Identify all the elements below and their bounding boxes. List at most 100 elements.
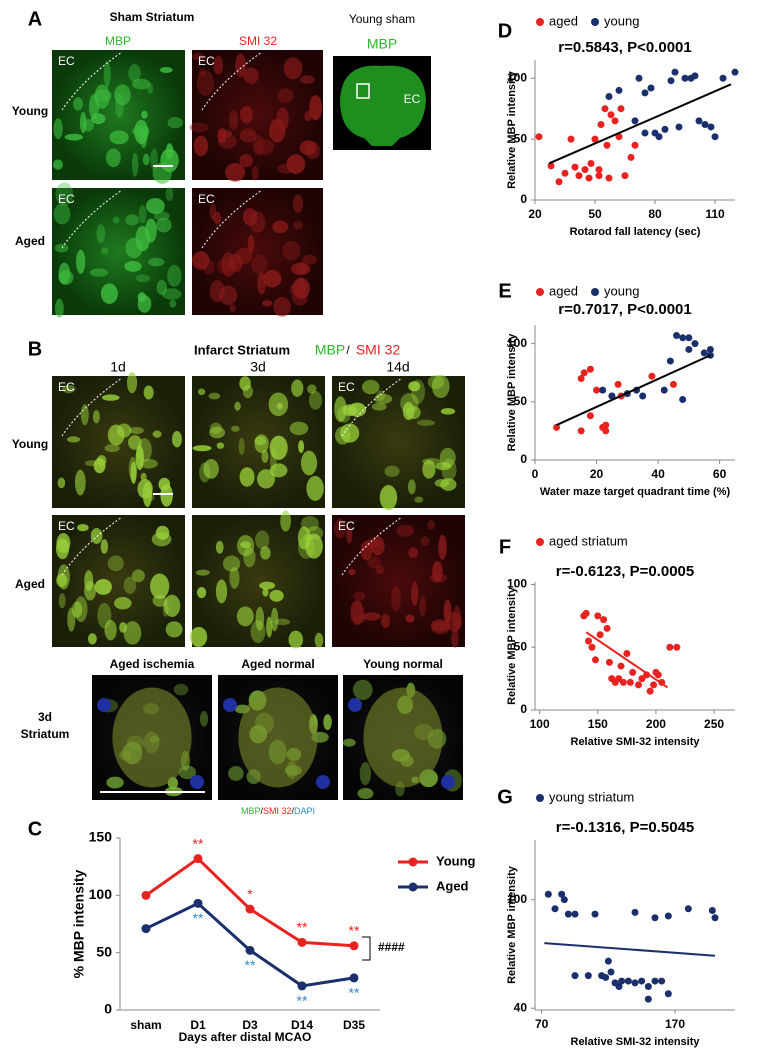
- fiber-bundle: [239, 467, 255, 487]
- data-point: [602, 427, 610, 435]
- fiber-bundle: [222, 555, 241, 572]
- fiber-bundle: [84, 570, 94, 592]
- data-point: [553, 423, 561, 431]
- fiber-bundle: [172, 430, 182, 448]
- fiber-bundle: [238, 687, 318, 788]
- fiber-bundle: [52, 159, 64, 170]
- legend-marker: [536, 288, 544, 296]
- fiber-bundle: [192, 251, 210, 270]
- data-point: [141, 924, 151, 934]
- sub-row-label: Striatum: [21, 727, 70, 741]
- group-bracket: [362, 936, 371, 961]
- data-point: [669, 380, 677, 388]
- x-tick-label: D14: [291, 1018, 313, 1032]
- x-tick-label: 170: [665, 1017, 685, 1031]
- fiber-bundle: [162, 288, 182, 300]
- fiber-bundle: [247, 235, 255, 253]
- sub-column-label: Aged normal: [241, 657, 314, 671]
- fiber-bundle: [195, 569, 210, 576]
- trend-line: [544, 942, 716, 957]
- legend-item: SMI 32: [263, 806, 292, 816]
- fiber-bundle: [79, 111, 87, 134]
- fiber-bundle: [193, 135, 209, 157]
- fiber-bundle: [87, 633, 97, 645]
- fiber-bundle: [112, 687, 192, 788]
- fiber-bundle: [300, 515, 319, 532]
- fiber-bundle: [101, 394, 120, 401]
- fiber-bundle: [85, 460, 98, 467]
- fiber-bundle: [414, 496, 424, 503]
- fiber-bundle: [292, 221, 304, 230]
- data-point: [582, 609, 590, 617]
- data-point: [584, 637, 592, 645]
- legend-label: aged striatum: [549, 533, 628, 548]
- fiber-bundle: [192, 445, 212, 452]
- fiber-bundle: [54, 298, 64, 318]
- fiber-bundle: [229, 304, 236, 313]
- x-tick-label: 100: [530, 717, 550, 731]
- inset-title: Young sham: [349, 12, 415, 26]
- y-axis-title: Relative MBP intensity: [506, 586, 518, 705]
- y-tick-label: 100: [507, 336, 527, 350]
- data-point: [619, 678, 627, 686]
- nucleus: [223, 698, 237, 712]
- fiber-bundle: [272, 220, 289, 234]
- fiber-bundle: [53, 118, 63, 140]
- fiber-bundle: [129, 427, 144, 435]
- y-tick-label: 100: [507, 892, 527, 906]
- legend-marker: [591, 18, 599, 26]
- data-point: [641, 129, 649, 137]
- fiber-bundle: [228, 253, 243, 273]
- fiber-bundle: [213, 55, 224, 75]
- data-point: [544, 890, 552, 898]
- fiber-bundle: [438, 534, 447, 560]
- panel-label: C: [28, 818, 42, 840]
- fiber-bundle: [288, 630, 304, 649]
- fiber-bundle: [446, 612, 462, 632]
- sub-column-label: Aged ischemia: [110, 657, 195, 671]
- fiber-bundle: [62, 384, 76, 394]
- data-point: [635, 74, 643, 82]
- data-point: [599, 386, 607, 394]
- fiber-bundle: [309, 95, 323, 121]
- data-point: [591, 656, 599, 664]
- x-tick-label: 0: [532, 467, 539, 481]
- fiber-bundle: [234, 401, 241, 411]
- fiber-bundle: [229, 109, 238, 131]
- data-point: [664, 990, 672, 998]
- data-point: [673, 643, 681, 651]
- data-point: [707, 123, 715, 131]
- data-point: [621, 172, 629, 180]
- fiber-bundle: [128, 64, 141, 82]
- legend-label: aged: [549, 13, 578, 28]
- fiber-bundle: [306, 475, 324, 501]
- fiber-bundle: [273, 297, 291, 317]
- data-point: [695, 117, 703, 125]
- fiber-bundle: [198, 67, 206, 77]
- fiber-bundle: [359, 761, 372, 786]
- data-point: [585, 174, 593, 182]
- fiber-bundle: [251, 254, 268, 275]
- fiber-bundle: [112, 216, 120, 224]
- fiber-bundle: [300, 450, 318, 476]
- legend-item: /: [260, 806, 263, 816]
- data-point: [671, 68, 679, 76]
- fiber-bundle: [270, 607, 279, 632]
- fiber-bundle: [242, 208, 258, 226]
- data-point: [660, 386, 668, 394]
- fiber-bundle: [255, 606, 265, 631]
- column-label: 14d: [386, 359, 409, 375]
- fiber-bundle: [257, 469, 276, 489]
- fiber-bundle: [363, 687, 443, 788]
- y-tick-label: 0: [520, 192, 527, 206]
- data-point: [607, 111, 615, 119]
- x-tick-label: 50: [588, 207, 602, 221]
- data-point: [641, 89, 649, 97]
- nucleus: [441, 775, 455, 789]
- x-tick-label: D35: [343, 1018, 365, 1032]
- fiber-bundle: [291, 288, 308, 306]
- fiber-bundle: [228, 766, 244, 781]
- data-point: [571, 163, 579, 171]
- fiber-bundle: [107, 555, 124, 572]
- data-point: [547, 162, 555, 170]
